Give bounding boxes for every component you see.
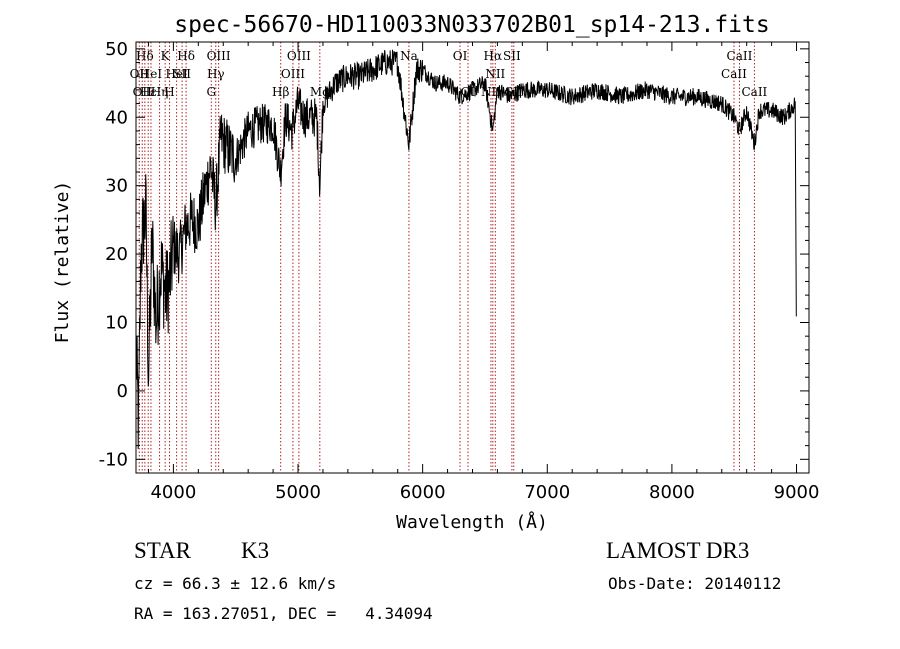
line-marker-label: SII bbox=[173, 67, 191, 81]
plot-frame bbox=[135, 41, 810, 474]
line-marker-label: OIII bbox=[207, 49, 231, 63]
line-marker-label: HeI bbox=[140, 67, 163, 81]
y-tick-label: 40 bbox=[105, 107, 128, 128]
y-tick-label: 30 bbox=[105, 176, 128, 197]
line-marker-label: Na bbox=[400, 49, 418, 63]
y-tick-label: 50 bbox=[105, 39, 128, 60]
line-marker-label: CaII bbox=[727, 49, 753, 63]
line-marker-label: Hβ bbox=[272, 85, 289, 99]
line-marker-label: OII bbox=[133, 85, 153, 99]
line-marker-label: Hγ bbox=[207, 67, 225, 81]
y-tick-label: 20 bbox=[105, 244, 128, 265]
observation-date: Obs-Date: 20140112 bbox=[608, 574, 782, 593]
y-axis-label: Flux (relative) bbox=[52, 181, 73, 344]
line-marker-label: SII bbox=[503, 49, 521, 63]
emission-line-labels: OIIOIIHδHεHeIHηKHHeISIIHδGHγOIIIHβOIIIOI… bbox=[130, 49, 768, 99]
spectrum-line bbox=[135, 49, 797, 449]
line-marker-label: OIII bbox=[287, 49, 311, 63]
emission-line-markers bbox=[138, 42, 755, 473]
line-marker-label: OI bbox=[453, 49, 468, 63]
x-axis-ticks: 4000 5000 6000 7000 8000 9000 bbox=[147, 42, 820, 503]
line-marker-label: Hε bbox=[140, 85, 157, 99]
line-marker-label: H bbox=[164, 85, 174, 99]
line-marker-label: HeI bbox=[165, 67, 188, 81]
x-tick-label: 6000 bbox=[400, 482, 446, 503]
y-axis-ticks: -10 0 10 20 30 40 50 bbox=[99, 39, 809, 470]
object-class: STAR bbox=[134, 538, 191, 563]
line-marker-label: OIII bbox=[281, 67, 305, 81]
line-marker-label: Hη bbox=[151, 85, 169, 99]
x-tick-label: 8000 bbox=[649, 482, 695, 503]
y-tick-label: 10 bbox=[105, 312, 128, 333]
line-marker-label: Hα bbox=[484, 49, 503, 63]
y-tick-label: -10 bbox=[99, 449, 128, 470]
line-marker-label: NII bbox=[485, 67, 505, 81]
line-marker-label: CaII bbox=[721, 67, 747, 81]
line-marker-label: Hδ bbox=[136, 49, 154, 63]
x-axis-label: Wavelength (Å) bbox=[396, 511, 548, 533]
x-tick-label: 7000 bbox=[524, 482, 570, 503]
survey-name: LAMOST DR3 bbox=[606, 538, 750, 563]
line-marker-label: K bbox=[161, 49, 171, 63]
redshift-cz: cz = 66.3 ± 12.6 km/s bbox=[134, 574, 337, 593]
chart-title: spec-56670-HD110033N033702B01_sp14-213.f… bbox=[174, 12, 769, 38]
x-tick-label: 4000 bbox=[150, 482, 196, 503]
line-marker-label: CaII bbox=[741, 85, 767, 99]
line-marker-label: Hδ bbox=[177, 49, 195, 63]
line-marker-label: OII bbox=[130, 67, 150, 81]
line-marker-label: G bbox=[206, 85, 216, 99]
x-tick-label: 9000 bbox=[774, 482, 820, 503]
x-tick-label: 5000 bbox=[275, 482, 321, 503]
coordinates: RA = 163.27051, DEC = 4.34094 bbox=[134, 604, 433, 623]
object-subclass: K3 bbox=[241, 538, 270, 563]
y-tick-label: 0 bbox=[117, 381, 128, 402]
